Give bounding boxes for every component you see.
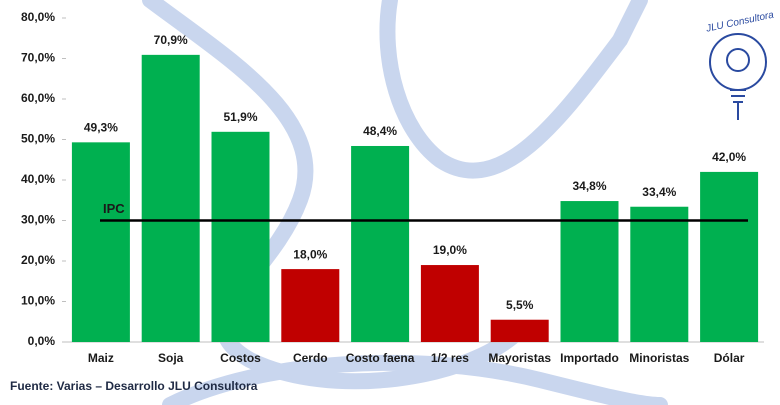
logo-pig <box>726 48 750 72</box>
value-label: 18,0% <box>293 247 327 261</box>
source: Fuente: Varias – Desarrollo JLU Consulto… <box>10 379 258 393</box>
y-tick-label: 30,0% <box>21 213 55 227</box>
bar <box>560 201 619 342</box>
bar <box>141 54 200 342</box>
value-label: 42,0% <box>712 150 746 164</box>
logo-text: JLU Consultora <box>704 10 775 35</box>
x-tick-label: Costos <box>220 351 261 365</box>
value-label: 49,3% <box>84 121 118 135</box>
logo: JLU Consultora <box>704 10 775 120</box>
value-label: 70,9% <box>154 33 188 47</box>
bar <box>490 319 549 342</box>
bar <box>630 206 689 342</box>
x-tick-label: Dólar <box>714 351 745 365</box>
x-tick-label: 1/2 res <box>431 351 469 365</box>
x-tick-label: Costo faena <box>346 351 415 365</box>
bar <box>420 265 479 342</box>
y-tick-label: 50,0% <box>21 132 55 146</box>
y-tick-label: 80,0% <box>21 10 55 24</box>
value-label: 5,5% <box>506 298 534 312</box>
value-label: 48,4% <box>363 124 397 138</box>
bar <box>211 131 270 342</box>
bar <box>700 171 759 342</box>
bar <box>281 269 340 342</box>
bar <box>351 145 410 342</box>
value-label: 33,4% <box>642 185 676 199</box>
value-label: 19,0% <box>433 243 467 257</box>
y-tick-label: 20,0% <box>21 253 55 267</box>
x-tick-label: Maiz <box>88 351 114 365</box>
reference-label: IPC <box>103 201 125 216</box>
y-tick-label: 0,0% <box>28 334 56 348</box>
y-tick-label: 70,0% <box>21 51 55 65</box>
x-tick-label: Cerdo <box>293 351 328 365</box>
x-tick-label: Minoristas <box>629 351 689 365</box>
x-tick-label: Soja <box>158 351 184 365</box>
logo-bulb <box>709 33 767 91</box>
logo-base <box>730 89 746 120</box>
y-tick-label: 10,0% <box>21 294 55 308</box>
y-tick-label: 60,0% <box>21 91 55 105</box>
x-tick-label: Importado <box>560 351 619 365</box>
value-label: 51,9% <box>223 110 257 124</box>
y-tick-label: 40,0% <box>21 172 55 186</box>
value-label: 34,8% <box>572 179 606 193</box>
bar <box>71 142 130 342</box>
x-tick-label: Mayoristas <box>488 351 551 365</box>
